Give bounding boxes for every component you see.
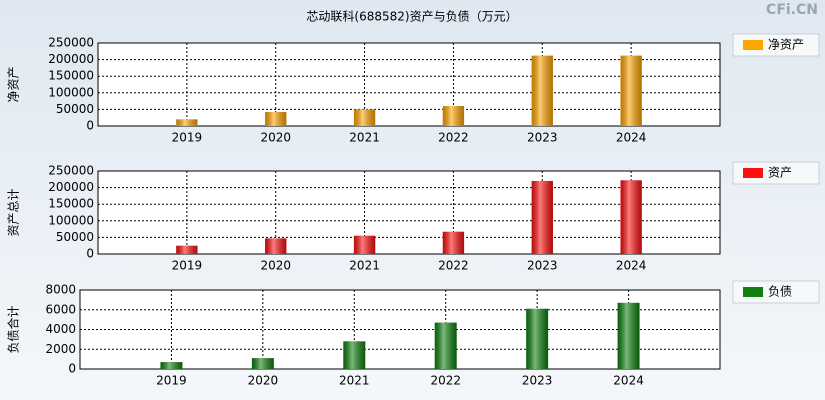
x-tick-label: 2022 [438, 259, 469, 273]
legend-label: 资产 [768, 166, 792, 180]
bar-shine [617, 302, 640, 369]
plot-area [97, 42, 721, 127]
watermark: CFi.CN [766, 2, 818, 18]
x-tick-label: 2021 [349, 259, 380, 273]
y-axis-label: 负债合计 [6, 305, 21, 353]
x-tick-label: 2021 [339, 374, 370, 388]
legend-label: 负债 [768, 285, 792, 299]
bar-shine [620, 180, 642, 254]
y-tick-label: 100000 [48, 213, 94, 227]
y-tick-label: 200000 [48, 52, 94, 66]
bar-shine [160, 362, 183, 369]
x-tick-label: 2024 [613, 374, 644, 388]
x-tick-label: 2022 [438, 131, 469, 145]
x-tick-label: 2019 [172, 131, 203, 145]
y-tick-label: 150000 [48, 197, 94, 211]
legend-swatch [743, 287, 763, 297]
y-tick-label: 0 [68, 362, 76, 376]
y-tick-label: 0 [86, 119, 94, 133]
legend-box [732, 33, 820, 57]
y-axis-label: 净资产 [7, 66, 21, 102]
bar-shine [434, 322, 457, 369]
bar-shine [620, 55, 642, 127]
y-tick-label: 50000 [56, 102, 94, 116]
x-tick-label: 2024 [616, 131, 647, 145]
x-tick-label: 2019 [172, 259, 203, 273]
x-tick-label: 2023 [527, 131, 558, 145]
x-tick-label: 2020 [260, 131, 291, 145]
bar-shine [531, 180, 553, 254]
bar-shine [251, 358, 274, 369]
y-tick-label: 8000 [45, 283, 76, 297]
y-tick-label: 100000 [48, 85, 94, 99]
x-tick-label: 2021 [349, 131, 380, 145]
legend-label: 净资产 [768, 38, 804, 52]
chart-title: 芯动联科(688582)资产与负债（万元） [306, 10, 517, 24]
y-tick-label: 150000 [48, 69, 94, 83]
y-tick-label: 2000 [45, 342, 76, 356]
bar-shine [265, 112, 287, 126]
bar-shine [353, 109, 376, 126]
bar-shine [442, 231, 465, 254]
bar-shine [442, 106, 465, 126]
y-tick-label: 6000 [45, 302, 76, 316]
plot-area [97, 170, 721, 255]
bar-shine [176, 119, 198, 126]
y-tick-label: 250000 [48, 36, 94, 50]
y-tick-label: 200000 [48, 180, 94, 194]
legend-box [732, 161, 820, 185]
y-tick-label: 4000 [45, 322, 76, 336]
x-tick-label: 2023 [527, 259, 558, 273]
bar-shine [343, 341, 366, 369]
bar-shine [531, 55, 553, 127]
legend-swatch [743, 40, 763, 50]
x-tick-label: 2019 [156, 374, 187, 388]
y-tick-label: 50000 [56, 230, 94, 244]
x-tick-label: 2023 [522, 374, 553, 388]
x-tick-label: 2024 [616, 259, 647, 273]
x-tick-label: 2020 [248, 374, 279, 388]
legend-swatch [743, 168, 763, 178]
y-tick-label: 250000 [48, 164, 94, 178]
bar-shine [353, 235, 376, 254]
bar-shine [526, 308, 549, 369]
bar-shine [265, 238, 287, 254]
bar-shine [176, 245, 198, 254]
x-tick-label: 2020 [260, 259, 291, 273]
y-axis-label: 资产总计 [7, 188, 21, 236]
x-tick-label: 2022 [430, 374, 461, 388]
legend-box [732, 280, 820, 304]
y-tick-label: 0 [86, 247, 94, 261]
